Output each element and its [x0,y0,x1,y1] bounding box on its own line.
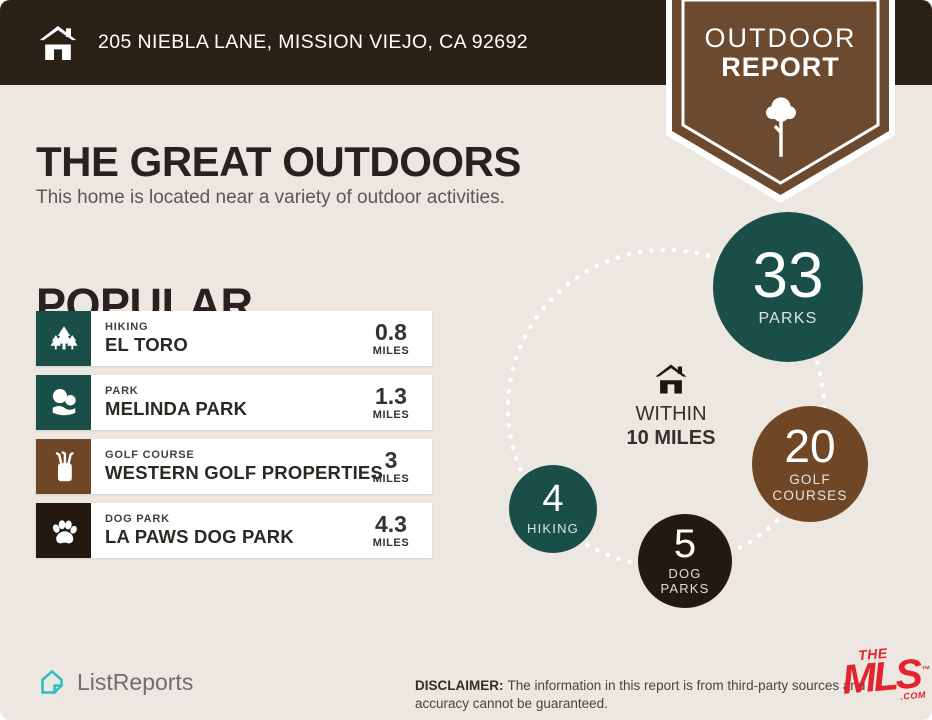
list-item-golf: GOLF COURSE WESTERN GOLF PROPERTIES 3 MI… [36,439,432,494]
trademark-symbol: ™ [920,663,931,675]
disclaimer-text: DISCLAIMER: The information in this repor… [415,677,866,711]
item-category: DOG PARK [105,513,170,525]
within-label: WITHIN [635,403,707,425]
list-item-hiking: HIKING EL TORO 0.8 MILES [36,311,432,366]
listreports-logo: ListReports [36,666,193,698]
item-category: HIKING [105,321,149,333]
item-distance: 3 [384,446,398,473]
golf-bag-icon [36,439,91,494]
item-category: GOLF COURSE [105,449,195,461]
item-unit: MILES [372,536,410,549]
parks-count: 33 [752,239,824,312]
park-trees-icon [36,375,91,430]
golf-count: 20 [784,419,836,472]
golf-count-bubble: 20 GOLF COURSES [752,406,868,522]
disclaimer-label: DISCLAIMER: [415,677,504,693]
home-icon [39,25,77,60]
paw-icon [36,503,91,558]
parks-label: PARKS [758,310,818,328]
golf-label: GOLF COURSES [772,472,848,503]
hiking-count: 4 [542,478,564,521]
item-name: LA PAWS DOG PARK [105,526,294,547]
badge-title: OUTDOOR REPORT [704,23,857,83]
list-item-park: PARK MELINDA PARK 1.3 MILES [36,375,432,430]
dogparks-label: DOG PARKS [660,566,710,596]
item-name: EL TORO [105,334,188,355]
radius-center: WITHIN 10 MILES [601,362,741,450]
item-unit: MILES [372,344,410,357]
listreports-house-icon [41,670,63,694]
item-category: PARK [105,385,139,397]
item-distance: 0.8 [375,318,407,345]
page-subtitle: This home is located near a variety of o… [36,187,505,208]
item-unit: MILES [372,472,410,485]
dogparks-count-bubble: 5 DOG PARKS [638,514,732,608]
item-name: MELINDA PARK [105,398,248,419]
popular-list: HIKING EL TORO 0.8 MILES PARK [36,311,432,567]
hiking-label: HIKING [527,520,579,536]
page-title: THE GREAT OUTDOORS [36,138,521,186]
item-unit: MILES [372,408,410,421]
themls-logo: THE MLS™ .COM [840,644,932,706]
item-distance: 4.3 [375,510,407,537]
listreports-wordmark: ListReports [77,668,194,695]
hiking-count-bubble: 4 HIKING [509,465,597,553]
list-item-dogpark: DOG PARK LA PAWS DOG PARK 4.3 MILES [36,503,432,558]
dogparks-count: 5 [673,522,697,567]
radius-label: 10 MILES [626,427,716,449]
outdoor-report-badge: OUTDOOR REPORT [666,0,895,205]
item-name: WESTERN GOLF PROPERTIES [105,462,384,483]
pine-trees-icon [36,311,91,366]
home-icon [655,364,687,394]
item-distance: 1.3 [375,382,407,409]
tree-icon [766,97,796,157]
parks-count-bubble: 33 PARKS [713,212,863,362]
property-address: 205 NIEBLA LANE, MISSION VIEJO, CA 92692 [98,31,529,53]
